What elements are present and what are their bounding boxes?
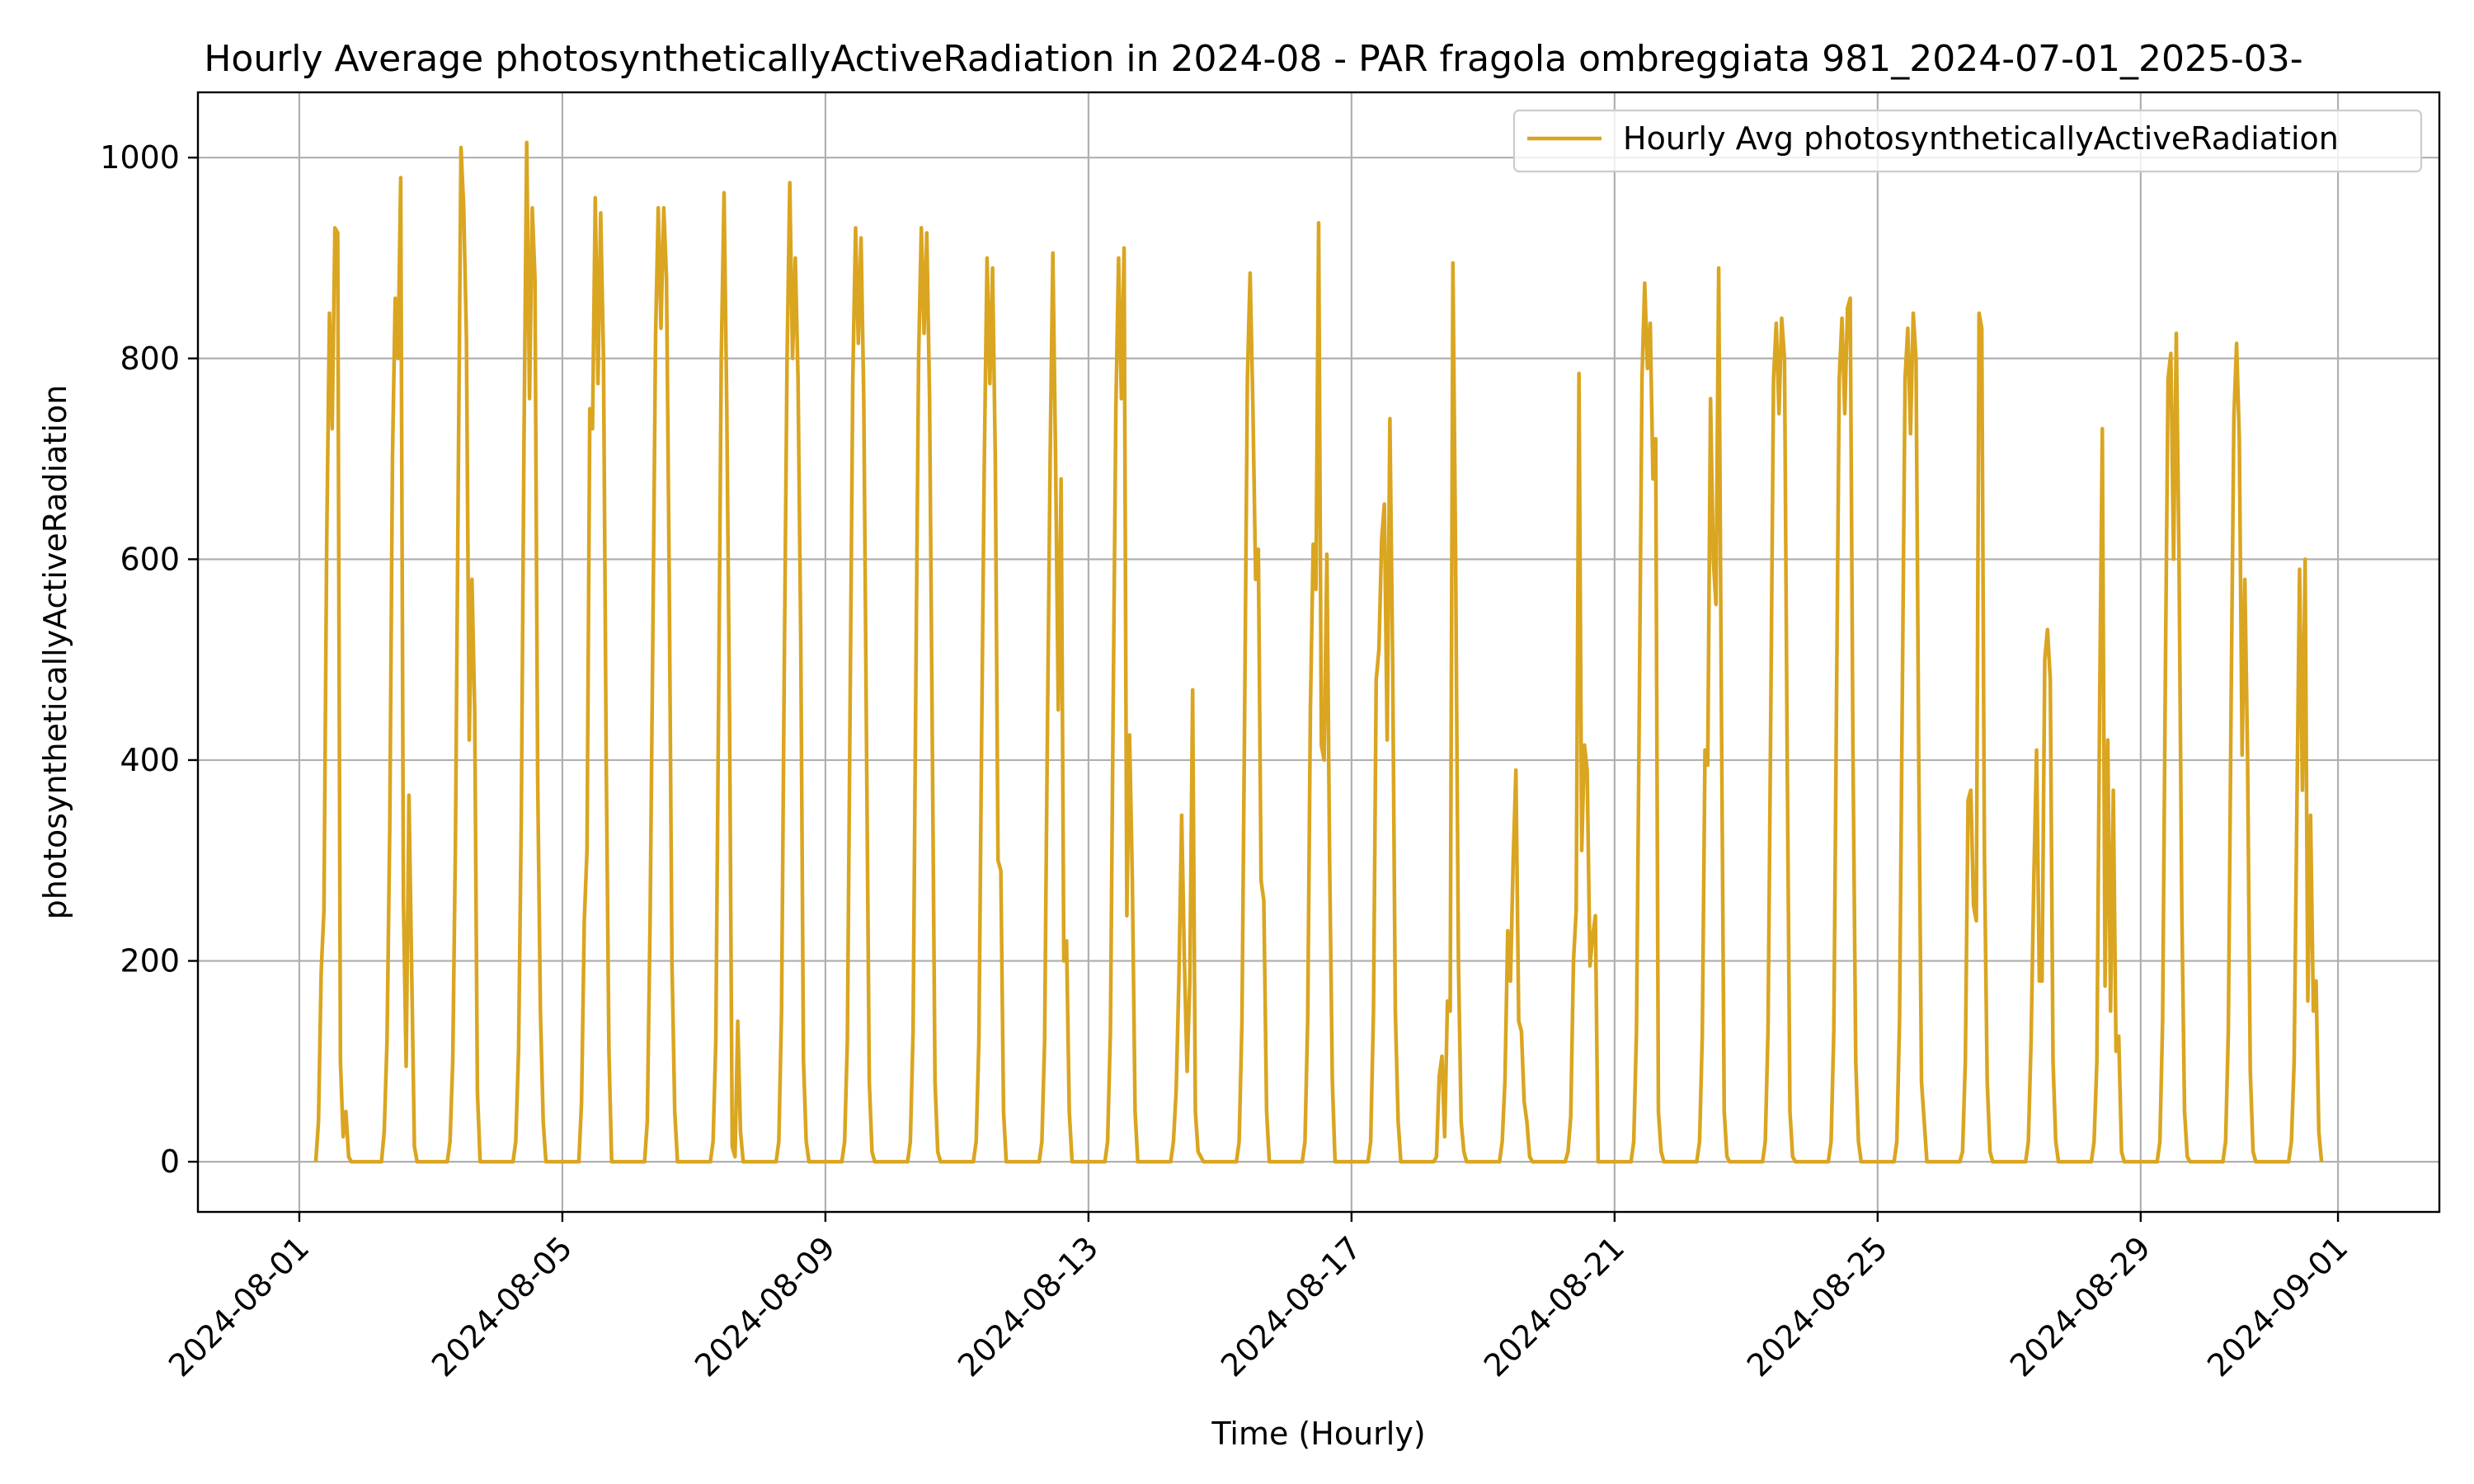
x-tick-label: 2024-08-25 xyxy=(1740,1229,1894,1383)
x-tick-label: 2024-08-29 xyxy=(2003,1229,2157,1383)
y-tick-label: 0 xyxy=(160,1144,180,1180)
series-layer xyxy=(313,140,2324,1164)
y-axis: 0 200 400 600 800 1000 xyxy=(100,139,198,1180)
x-tick-label: 2024-08-21 xyxy=(1477,1229,1631,1383)
x-axis: 2024-08-01 2024-08-05 2024-08-09 2024-08-13… xyxy=(162,1212,2354,1384)
y-tick-label: 600 xyxy=(120,541,180,577)
x-axis-label: Time (Hourly) xyxy=(1211,1416,1425,1452)
x-tick-label: 2024-08-13 xyxy=(951,1229,1105,1383)
y-tick-label: 800 xyxy=(120,340,180,377)
x-tick-label: 2024-08-17 xyxy=(1214,1229,1368,1383)
x-tick-label: 2024-08-01 xyxy=(162,1229,316,1383)
legend-box xyxy=(1512,109,2423,173)
legend-label: Hourly Avg photosyntheticallyActiveRadia… xyxy=(1623,120,2339,157)
series-line xyxy=(313,140,2324,1164)
legend: Hourly Avg photosyntheticallyActiveRadia… xyxy=(1512,109,2423,173)
y-tick-label: 400 xyxy=(120,742,180,778)
x-tick-label: 2024-08-09 xyxy=(688,1229,842,1383)
plot-frame xyxy=(196,91,2441,1214)
chart-title: Hourly Average photosyntheticallyActiveR… xyxy=(204,38,2302,80)
y-tick-label: 1000 xyxy=(100,139,180,176)
x-tick-label: 2024-09-01 xyxy=(2200,1229,2354,1383)
y-tick-label: 200 xyxy=(120,943,180,979)
y-axis-label: photosyntheticallyActiveRadiation xyxy=(37,385,73,920)
x-tick-label: 2024-08-05 xyxy=(425,1229,579,1383)
